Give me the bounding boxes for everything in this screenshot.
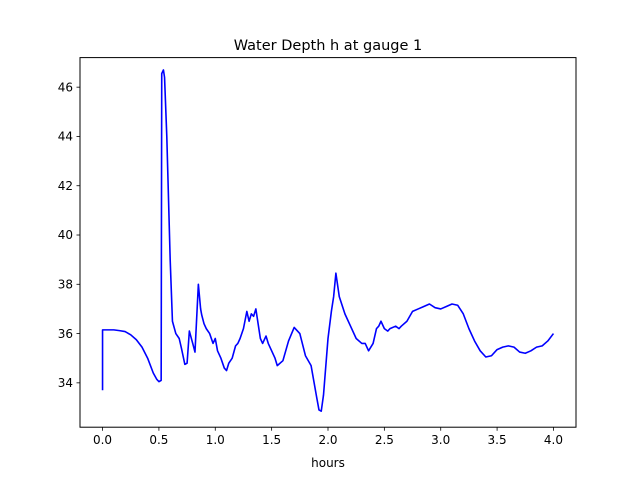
chart-title: Water Depth h at gauge 1 [234,38,422,54]
y-tick-label: 40 [58,228,73,242]
x-tick-label: 3.5 [488,433,507,447]
x-tick-label: 2.5 [375,433,394,447]
y-tick-label: 46 [58,80,73,94]
x-tick-label: 3.0 [431,433,450,447]
x-tick-label: 1.0 [206,433,225,447]
y-tick-label: 44 [58,130,73,144]
x-tick-label: 4.0 [544,433,563,447]
x-axis: 0.0 0.5 1.0 1.5 2.0 2.5 3.0 3.5 4.0 [93,427,563,447]
x-tick-label: 0.5 [149,433,168,447]
x-axis-label: hours [311,456,345,470]
x-tick-label: 1.5 [262,433,281,447]
plot-area [101,69,555,412]
y-tick-label: 38 [58,277,73,291]
x-tick-label: 2.0 [318,433,337,447]
y-tick-label: 36 [58,327,73,341]
series-line-0 [101,69,555,412]
axes-frame [79,57,577,428]
y-tick-label: 34 [58,376,73,390]
y-axis: 34 36 38 40 42 44 46 [58,80,80,390]
y-tick-label: 42 [58,179,73,193]
x-tick-label: 0.0 [93,433,112,447]
